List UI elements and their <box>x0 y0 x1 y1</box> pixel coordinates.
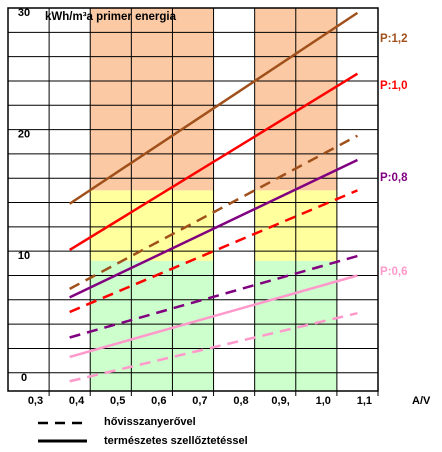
series-line-P12-dashed <box>69 134 359 290</box>
y-tick-label: 10 <box>18 250 30 262</box>
x-tick-label: 0,9, <box>271 395 289 407</box>
legend-dashed-label: hővisszanyerővel <box>104 416 196 428</box>
x-tick-label: 1,0 <box>316 395 331 407</box>
y-tick-labels: 0 10 20 30 <box>18 7 30 384</box>
series-labels: P:1,2 P:1,0 P:0,8 P:0,6 <box>380 33 408 278</box>
y-tick-label: 30 <box>18 7 30 19</box>
x-tick-label: 0,8 <box>233 395 248 407</box>
series-line-P08-solid <box>69 158 358 299</box>
series-line-P10-dashed <box>69 189 358 314</box>
x-tick-label: 0,3 <box>28 395 43 407</box>
x-tick-label: 0,4 <box>69 395 85 407</box>
series-label-P10: P:1,0 <box>380 80 408 92</box>
series-lines <box>68 11 359 383</box>
series-label-P06: P:0,6 <box>380 266 408 278</box>
series-label-P12: P:1,2 <box>380 33 408 45</box>
band-orange-0 <box>90 8 214 191</box>
legend-solid-label: természetes szellőztetéssel <box>104 435 248 447</box>
x-tick-label: 0,5 <box>110 395 125 407</box>
legend: hővisszanyerővel természetes szellőzteté… <box>38 416 248 447</box>
x-tick-label: 0,7 <box>192 395 207 407</box>
series-line-P06-solid <box>69 274 358 359</box>
y-tick-label: 0 <box>21 372 27 384</box>
x-tick-label: 1,1 <box>357 395 372 407</box>
x-tick-label: 0,6 <box>151 395 166 407</box>
series-line-P06-dashed <box>69 311 358 383</box>
x-tick-labels: 0,3 0,4 0,5 0,6 0,7 0,8 0,9, 1,0 1,1 <box>28 395 372 407</box>
axes <box>7 7 379 396</box>
x-axis-label: A/V <box>412 395 431 407</box>
series-line-P08-dashed <box>69 254 358 339</box>
series-line-P12-solid <box>68 11 359 205</box>
plot-frame <box>7 7 379 392</box>
chart-title: kWh/m³a primer energia <box>45 11 177 23</box>
series-label-P08: P:0,8 <box>380 172 408 184</box>
series-line-P10-solid <box>69 72 359 252</box>
y-tick-label: 20 <box>18 129 30 141</box>
